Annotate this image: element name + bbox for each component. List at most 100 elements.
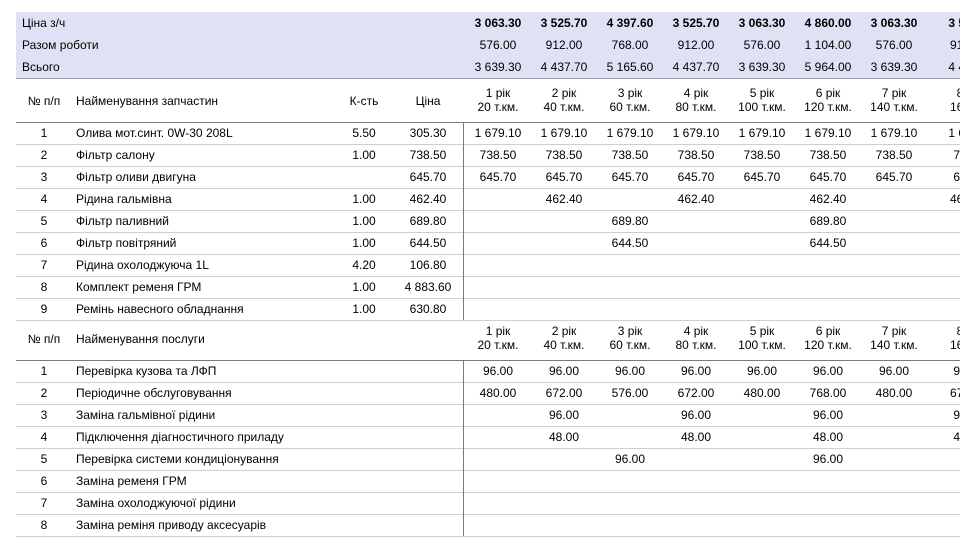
period-km: 120 т.км.	[804, 338, 852, 352]
row-period-value: 96.00	[614, 452, 646, 466]
period-header: 7 рік 140 т.км.	[864, 324, 924, 352]
row-period-value: 96.00	[548, 364, 580, 378]
period-km: 160	[949, 338, 960, 352]
row-quantity: 1.00	[352, 302, 376, 316]
row-period-value: 480.00	[743, 386, 781, 400]
row-number: 2	[40, 148, 48, 162]
period-year: 8	[930, 324, 960, 338]
summary-value: 1 104.00	[804, 38, 852, 52]
row-quantity: 1.00	[352, 148, 376, 162]
row-period-value: 1 679.10	[606, 126, 654, 140]
period-km: 60 т.км.	[609, 338, 651, 352]
row-period-value: 462	[949, 192, 960, 206]
row-name: Комплект ременя ГРМ	[76, 280, 202, 294]
period-header: 1 рік 20 т.км.	[468, 86, 528, 114]
summary-value: 4 43	[948, 60, 960, 74]
period-header: 2 рік 40 т.км.	[534, 86, 594, 114]
summary-value: 4 397.60	[606, 16, 654, 30]
summary-value: 768.00	[611, 38, 649, 52]
row-period-value: 1 679.10	[870, 126, 918, 140]
period-year: 2 рік	[551, 86, 577, 100]
row-quantity: 5.50	[352, 126, 376, 140]
row-name: Рідина гальмівна	[76, 192, 172, 206]
row-number: 3	[40, 408, 48, 422]
row-name: Перевірка системи кондиціонування	[76, 452, 279, 466]
row-price: 4 883.60	[404, 280, 452, 294]
summary-value: 576.00	[875, 38, 913, 52]
row-period-value: 644.50	[809, 236, 847, 250]
row-name: Заміна ременя ГРМ	[76, 474, 187, 488]
period-year: 3 рік	[617, 86, 643, 100]
row-name: Фільтр повітряний	[76, 236, 177, 250]
row-name: Заміна охолоджуючої рідини	[76, 496, 236, 510]
row-period-value: 645.70	[677, 170, 715, 184]
period-header: 8160	[930, 86, 960, 114]
row-name: Підключення діагностичного приладу	[76, 430, 284, 444]
parts-row: 2 Фільтр салону 1.00 738.50 738.50 738.50 738.…	[16, 144, 960, 167]
row-number: 6	[40, 236, 48, 250]
row-number: 2	[40, 386, 48, 400]
row-number: 1	[40, 364, 48, 378]
summary-value: 912	[949, 38, 960, 52]
period-year: 6 рік	[815, 324, 841, 338]
row-quantity: 4.20	[352, 258, 376, 272]
row-period-value: 96.00	[482, 364, 514, 378]
period-header: 3 рік 60 т.км.	[600, 86, 660, 114]
row-quantity: 1.00	[352, 214, 376, 228]
period-header: 2 рік 40 т.км.	[534, 324, 594, 352]
column-header-number: № п/п	[27, 94, 61, 108]
summary-value: 4 860.00	[804, 16, 852, 30]
row-name: Фільтр паливний	[76, 214, 169, 228]
summary-label: Разом роботи	[22, 38, 99, 52]
services-row: 3 Заміна гальмівної рідини 96.00 96.00 96.00…	[16, 404, 960, 427]
period-header: 4 рік 80 т.км.	[666, 86, 726, 114]
row-name: Фільтр салону	[76, 148, 155, 162]
summary-value: 576.00	[743, 38, 781, 52]
period-header: 3 рік 60 т.км.	[600, 324, 660, 352]
summary-value: 3 639.30	[474, 60, 522, 74]
row-name: Перевірка кузова та ЛФП	[76, 364, 217, 378]
row-period-value: 672.00	[545, 386, 583, 400]
row-number: 3	[40, 170, 48, 184]
row-period-value: 672.00	[677, 386, 715, 400]
row-period-value: 48	[953, 430, 960, 444]
row-period-value: 96.00	[680, 364, 712, 378]
period-year: 5 рік	[749, 324, 775, 338]
period-km: 40 т.км.	[543, 338, 585, 352]
row-period-value: 96	[953, 364, 960, 378]
services-row: 8 Заміна реміня приводу аксесуарів	[16, 514, 960, 537]
period-year: 8	[930, 86, 960, 100]
row-period-value: 1 679.10	[474, 126, 522, 140]
period-km: 20 т.км.	[477, 100, 519, 114]
period-header: 8160	[930, 324, 960, 352]
row-price: 462.40	[409, 192, 447, 206]
period-year: 3 рік	[617, 324, 643, 338]
row-period-value: 48.00	[680, 430, 712, 444]
parts-row: 5 Фільтр паливний 1.00 689.80 689.80 689.80	[16, 210, 960, 233]
row-period-value: 738.50	[479, 148, 517, 162]
row-period-value: 480.00	[479, 386, 517, 400]
period-km: 100 т.км.	[738, 100, 786, 114]
parts-row: 1 Олива мот.синт. 0W-30 208L 5.50 305.30 1 6…	[16, 122, 960, 145]
row-period-value: 1 679.10	[738, 126, 786, 140]
row-price: 645.70	[409, 170, 447, 184]
row-number: 5	[40, 452, 48, 466]
row-price: 630.80	[409, 302, 447, 316]
row-number: 8	[40, 280, 48, 294]
row-period-value: 672	[949, 386, 960, 400]
services-row: 4 Підключення діагностичного приладу 48.00…	[16, 426, 960, 449]
parts-row: 8 Комплект ременя ГРМ 1.00 4 883.60	[16, 276, 960, 299]
parts-row: 9 Ремінь навесного обладнання 1.00 630.80	[16, 298, 960, 321]
summary-value: 3 063.30	[738, 16, 786, 30]
column-header-quantity: К-сть	[349, 94, 379, 108]
row-period-value: 96.00	[548, 408, 580, 422]
services-row: 2 Періодичне обслуговування 480.00 672.00 57…	[16, 382, 960, 405]
row-number: 4	[40, 192, 48, 206]
column-header-name: Найменування послуги	[76, 332, 205, 346]
services-row: 6 Заміна ременя ГРМ	[16, 470, 960, 493]
row-name: Ремінь навесного обладнання	[76, 302, 244, 316]
period-year: 5 рік	[749, 86, 775, 100]
row-period-value: 96.00	[680, 408, 712, 422]
row-period-value: 96	[953, 408, 960, 422]
period-km: 140 т.км.	[870, 338, 918, 352]
